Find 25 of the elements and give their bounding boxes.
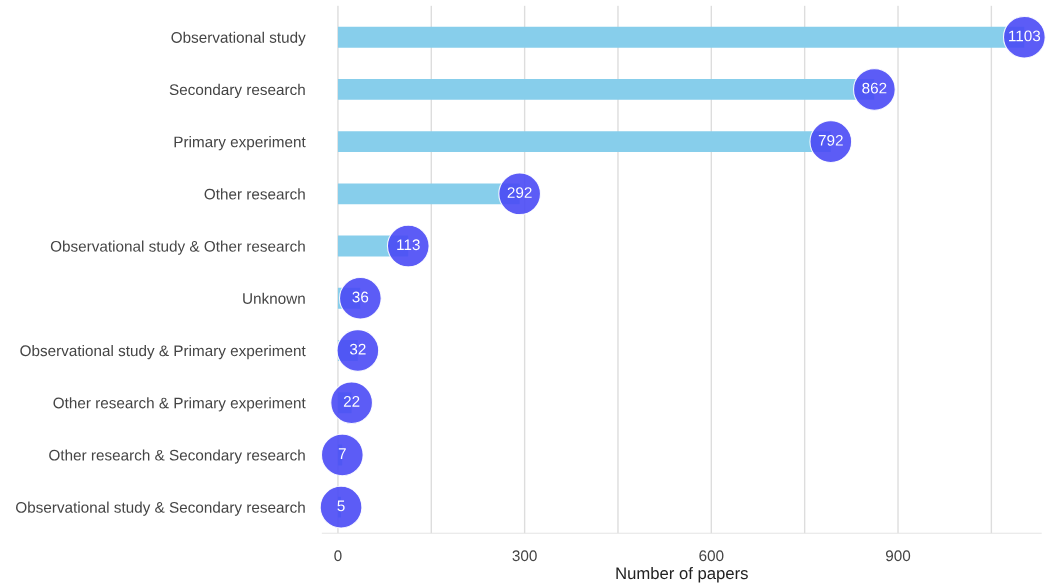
- data-label: 32: [349, 343, 366, 355]
- data-label: 862: [862, 82, 887, 94]
- y-tick-label: Observational study & Other research: [50, 240, 305, 255]
- y-tick-label: Observational study & Secondary research: [16, 501, 305, 516]
- x-tick-label: 300: [512, 550, 537, 562]
- data-label: 113: [397, 239, 420, 251]
- y-tick-label: Unknown: [243, 292, 305, 304]
- y-tick-label: Secondary research: [169, 83, 305, 99]
- y-tick-label: Observational study & Primary experiment: [20, 344, 306, 360]
- data-label: 7: [338, 448, 346, 459]
- data-label: 22: [343, 396, 360, 407]
- data-label: 1103: [1009, 30, 1041, 42]
- x-tick-label: 0: [334, 550, 342, 562]
- data-label: 292: [507, 187, 532, 198]
- x-tick-label: 900: [885, 550, 911, 562]
- data-label: 5: [337, 500, 345, 512]
- y-tick-label: Other research & Primary experiment: [53, 397, 306, 412]
- y-tick-label: Other research: [204, 188, 305, 200]
- data-label: 792: [818, 134, 843, 146]
- data-label: 36: [352, 291, 369, 303]
- x-tick-label: 600: [699, 550, 724, 562]
- y-tick-label: Other research & Secondary research: [49, 449, 305, 464]
- y-tick-label: Observational study: [171, 31, 306, 46]
- x-axis-title: Number of papers: [616, 566, 748, 583]
- y-tick-label: Primary experiment: [174, 136, 306, 151]
